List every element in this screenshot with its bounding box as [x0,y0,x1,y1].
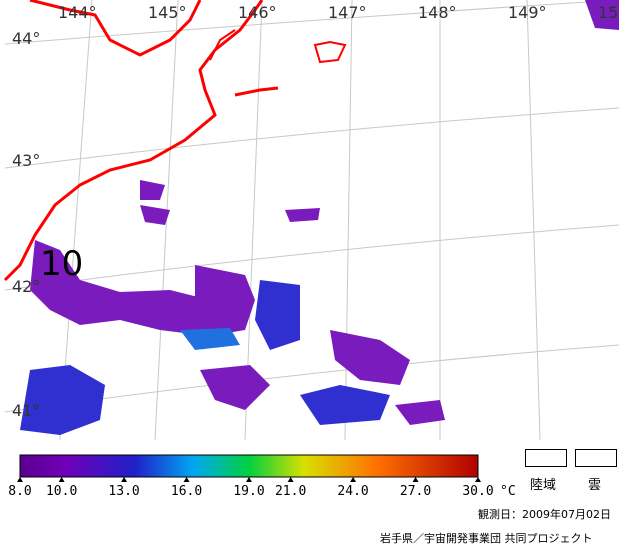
land-swatch [525,449,567,467]
sst-patches [20,0,619,435]
lon-labels: 144° 145° 146° 147° 148° 149° 15 [58,3,618,22]
colorbar-tick-label: 27.0 [400,484,431,499]
lon-label: 15 [598,3,618,22]
lon-label: 146° [238,3,277,22]
contour-label: 10 [40,244,83,284]
colorbar-tick-label: 16.0 [171,484,202,499]
lon-label: 147° [328,3,367,22]
lon-label: 148° [418,3,457,22]
lat-label: 43° [12,151,40,170]
lat-label: 44° [12,29,40,48]
lat-label: 42° [12,277,40,296]
colorbar-tick-label: 13.0 [108,484,139,499]
cloud-label: 雲 [588,478,602,493]
land-label: 陸域 [530,478,557,493]
lon-label: 144° [58,3,97,22]
colorbar-tick-label: 8.0 [8,484,31,499]
lon-label: 145° [148,3,187,22]
lat-label: 41° [12,401,40,420]
lon-label: 149° [508,3,547,22]
colorbar-tick-label: 10.0 [46,484,77,499]
observation-date: 観測日：2009年07月02日 [478,508,611,521]
colorbar-ticks: 8.0 10.0 13.0 16.0 19.0 21.0 24.0 27.0 30.0 °C [8,477,516,499]
colorbar-tick-mark [183,477,190,482]
colorbar-tick-label: 21.0 [275,484,306,499]
cloud-swatch [575,449,617,467]
colorbar-tick-mark [350,477,357,482]
colorbar-tick-mark [17,477,23,482]
colorbar-tick-mark [246,477,252,482]
colorbar-tick-mark [58,477,65,482]
colorbar-tick-label: 30.0 [462,484,493,499]
credit-line: 岩手県／宇宙開発事業団 共同プロジェクト [380,532,593,545]
lat-labels: 44° 43° 42° 41° [12,29,40,420]
sst-map: 10 144° 145° 146° 147° 148° 149° 15 44° … [3,0,619,440]
colorbar-tick-label: 19.0 [233,484,264,499]
colorbar-tick-mark [475,477,481,482]
coastline [3,0,347,282]
colorbar: 8.0 10.0 13.0 16.0 19.0 21.0 24.0 27.0 30.0 °C [8,454,516,499]
colorbar-tick-label: 24.0 [337,484,368,499]
colorbar-tick-mark [121,477,128,482]
colorbar-tick-mark [287,477,294,482]
colorbar-tick-mark [412,477,419,482]
colorbar-gradient [19,454,479,478]
colorbar-unit: °C [500,484,516,499]
